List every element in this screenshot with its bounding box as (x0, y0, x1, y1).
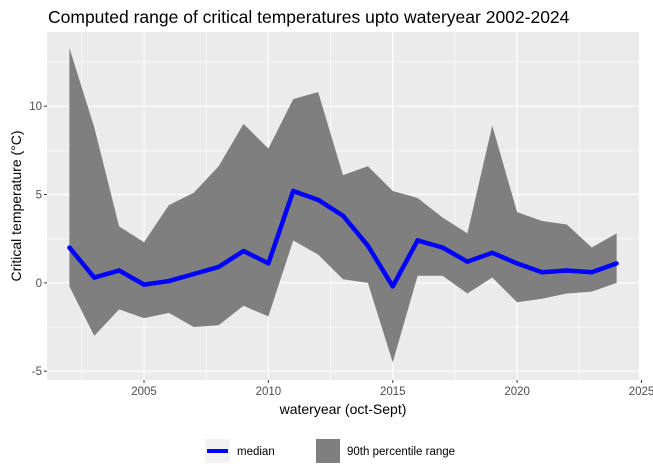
median-point (514, 261, 520, 266)
median-point (166, 278, 172, 284)
y-tick-label: 0 (36, 278, 42, 290)
x-tick-label: 2005 (131, 386, 157, 398)
median-point (266, 261, 271, 266)
y-axis: -5 0 5 10 (29, 101, 47, 378)
median-point (415, 238, 420, 243)
median-point (116, 268, 122, 273)
y-tick-label: 10 (29, 101, 42, 113)
x-axis: 2005 2010 2015 2020 2025 (131, 380, 653, 398)
chart-title: Computed range of critical temperatures … (48, 7, 570, 27)
median-point (539, 270, 545, 275)
median-point (291, 188, 296, 194)
median-point (614, 261, 619, 266)
x-tick-label: 2020 (504, 386, 530, 398)
legend-range-swatch (316, 439, 340, 463)
median-point (340, 213, 346, 218)
legend-label-range: 90th percentile range (347, 446, 455, 458)
median-point (315, 197, 321, 203)
median-point (465, 259, 470, 264)
median-point (141, 282, 147, 287)
legend: median 90th percentile range (205, 439, 455, 463)
median-point (589, 270, 594, 275)
legend-label-median: median (237, 446, 275, 458)
median-point (490, 250, 495, 256)
median-point (365, 243, 371, 248)
y-tick-label: 5 (36, 190, 42, 202)
median-point (390, 284, 395, 289)
median-point (564, 268, 570, 273)
x-tick-label: 2015 (380, 386, 406, 398)
x-axis-title: wateryear (oct-Sept) (279, 401, 407, 417)
median-points (67, 188, 619, 289)
x-tick-label: 2025 (629, 386, 653, 398)
median-point (67, 245, 72, 250)
median-point (92, 275, 97, 280)
y-tick-label: -5 (32, 366, 42, 378)
x-tick-label: 2010 (256, 386, 282, 398)
percentile-range-ribbon (69, 47, 617, 363)
median-point (216, 264, 221, 270)
median-point (241, 248, 246, 254)
median-point (440, 245, 445, 250)
median-point (191, 271, 196, 277)
y-axis-title: Critical temperature (°C) (8, 130, 24, 281)
